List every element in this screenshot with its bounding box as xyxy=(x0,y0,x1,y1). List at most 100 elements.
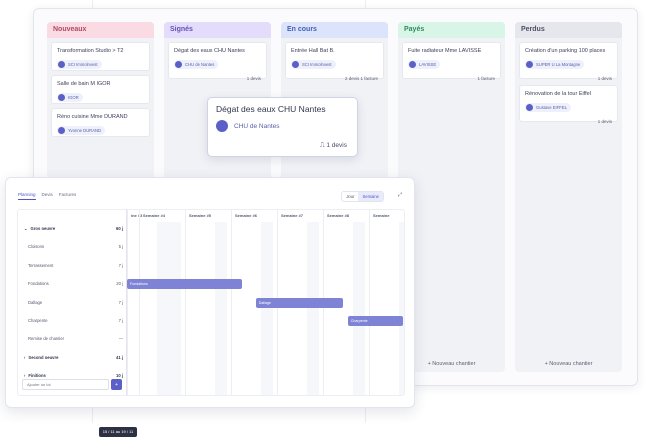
task-duration: 41 j xyxy=(116,354,123,360)
task-label: Terrassement xyxy=(28,257,53,275)
popup-client-chip[interactable]: CHU de Nantes xyxy=(216,120,280,132)
new-project-button[interactable]: + Nouveau chantier xyxy=(427,361,476,367)
card-title: Création d'un parking 100 places xyxy=(525,48,606,54)
kanban-card[interactable]: Rénovation de la tour Eiffel Gustave EIFF… xyxy=(519,85,618,124)
kanban-card[interactable]: Fuite radiateur Mme LAVISSE LAVISSE 1 fact… xyxy=(402,42,501,81)
task-bar[interactable]: Dallage xyxy=(255,297,344,308)
column-header: Signés xyxy=(164,22,271,38)
week-column xyxy=(127,210,128,395)
dragged-card-popup[interactable]: Dégat des eaux CHU Nantes CHU de Nantes … xyxy=(207,97,358,157)
weekend-shade xyxy=(157,222,169,395)
kanban-card[interactable]: Transformation Studio > T2 SCI Immolnvest xyxy=(51,42,150,71)
task-duration: 10 j xyxy=(116,373,123,379)
task-label: Cloisons xyxy=(28,238,44,256)
task-bar[interactable]: Charpente xyxy=(347,316,403,326)
client-label: SCI Immolnvest xyxy=(68,62,98,67)
toggle-option[interactable]: Semaine xyxy=(358,192,383,201)
client-avatar-icon xyxy=(216,120,228,132)
card-title: Réno cuisine Mme DURAND xyxy=(57,114,128,120)
card-title: Fuite radiateur Mme LAVISSE xyxy=(408,48,482,54)
popup-quote-count: ⎍ 1 devis xyxy=(320,142,347,150)
client-chip[interactable]: IGOR xyxy=(57,93,83,102)
client-chip[interactable]: Gustave EIFFEL xyxy=(525,103,571,112)
weekend-shade xyxy=(169,222,181,395)
task-bar[interactable]: Fondations xyxy=(127,279,242,290)
client-avatar-icon xyxy=(292,61,299,68)
task-duration: 7 j xyxy=(118,318,123,323)
toggle-option[interactable]: Jour xyxy=(346,194,355,199)
chevron-icon[interactable]: ⌄ xyxy=(24,226,28,231)
expand-icon[interactable]: ⤢ xyxy=(397,192,402,198)
gantt-chart: ine #3 Semaine #4 Semaine #5 Semaine #6 Sema… xyxy=(127,210,404,395)
task-duration: 60 j xyxy=(116,226,123,231)
client-label: CHU de Nantes xyxy=(185,62,215,67)
week-column xyxy=(185,210,186,395)
kanban-column: Payés Fuite radiateur Mme LAVISSE LAVISSE 1… xyxy=(398,22,505,372)
task-duration: — xyxy=(118,336,123,342)
weekend-shade xyxy=(353,222,365,395)
task-row[interactable]: Fondations 20 j xyxy=(18,275,127,293)
client-label: IGOR xyxy=(68,95,79,100)
kanban-card[interactable]: Dégat des eaux CHU Nantes CHU de Nantes 1 … xyxy=(168,42,267,81)
task-duration: 20 j xyxy=(116,281,123,287)
tab-1[interactable]: Devis xyxy=(41,192,53,197)
kanban-card[interactable]: Entrée Hall Bat B. SCI Immolnvest 2 devis … xyxy=(285,42,384,81)
task-label-text: Second oeuvre xyxy=(28,354,59,360)
add-lot-button[interactable]: + xyxy=(111,379,122,390)
task-label-text: Finitions xyxy=(28,373,46,379)
card-title: Transformation Studio > T2 xyxy=(57,48,124,54)
task-label-text: Dallage xyxy=(28,299,43,305)
task-row[interactable]: Remise de chantier — xyxy=(18,330,127,348)
task-row[interactable]: › Finitions 10 j xyxy=(18,367,127,385)
card-title: Entrée Hall Bat B. xyxy=(291,48,335,54)
kanban-card[interactable]: Création d'un parking 100 places SUPER U … xyxy=(519,42,618,81)
client-chip[interactable]: LAVISSE xyxy=(408,60,441,69)
client-avatar-icon xyxy=(58,94,65,101)
kanban-card[interactable]: Salle de bain M IGOR IGOR xyxy=(51,75,150,104)
card-meta: 1 devis xyxy=(597,119,612,124)
task-row[interactable]: ⌄ Gros oeuvre 60 j xyxy=(18,220,127,238)
task-row[interactable]: › Second oeuvre 41 j xyxy=(18,349,127,367)
client-chip[interactable]: SCI Immolnvest xyxy=(291,60,336,69)
quote-icon: ⎍ xyxy=(320,142,327,149)
tab-0[interactable]: Planning xyxy=(18,192,36,200)
task-label: Fondations xyxy=(28,275,49,293)
task-label-text: Gros oeuvre xyxy=(30,226,56,231)
task-row[interactable]: Terrassement 7 j xyxy=(18,257,127,275)
task-row[interactable]: Dallage 7 j xyxy=(18,294,127,312)
new-project-button[interactable]: + Nouveau chantier xyxy=(544,361,593,367)
popup-meta-label: 1 devis xyxy=(326,142,347,149)
task-label-text: Remise de chantier xyxy=(28,336,65,342)
client-chip[interactable]: SUPER U La Montagne xyxy=(525,60,585,69)
card-title: Salle de bain M IGOR xyxy=(57,81,111,87)
kanban-column: Perdus Création d'un parking 100 places SU… xyxy=(515,22,622,372)
add-lot-input[interactable] xyxy=(22,379,109,390)
tab-2[interactable]: Factures xyxy=(58,192,77,197)
task-label: › Finitions xyxy=(24,367,46,385)
task-row[interactable]: Cloisons 5 j xyxy=(18,238,127,256)
client-chip[interactable]: CHU de Nantes xyxy=(174,60,219,69)
task-row[interactable]: Charpente 7 j xyxy=(18,312,127,330)
client-label: LAVISSE xyxy=(419,62,437,67)
column-header: Nouveaux xyxy=(47,22,154,38)
client-label: SUPER U La Montagne xyxy=(536,62,581,67)
add-lot-row: + xyxy=(22,379,122,390)
weekend-shade xyxy=(307,222,319,395)
kanban-card[interactable]: Réno cuisine Mme DURAND Yvonne DURAND xyxy=(51,108,150,137)
chevron-icon[interactable]: › xyxy=(24,373,26,379)
client-chip[interactable]: SCI Immolnvest xyxy=(57,60,102,69)
client-avatar-icon xyxy=(58,127,65,134)
card-title: Rénovation de la tour Eiffel xyxy=(525,91,591,97)
task-duration: 5 j xyxy=(118,244,123,250)
client-chip[interactable]: Yvonne DURAND xyxy=(57,126,106,135)
task-label: Dallage xyxy=(28,294,42,312)
week-column xyxy=(139,210,140,395)
client-avatar-icon xyxy=(526,104,533,111)
client-label: Gustave EIFFEL xyxy=(536,105,567,110)
gantt-tabs: Planning Devis Factures xyxy=(18,192,82,200)
week-label: Semaine #7 xyxy=(281,213,304,218)
chevron-icon[interactable]: › xyxy=(24,354,26,360)
popup-client-label: CHU de Nantes xyxy=(234,122,280,130)
week-label: Semaine #6 xyxy=(235,213,258,218)
